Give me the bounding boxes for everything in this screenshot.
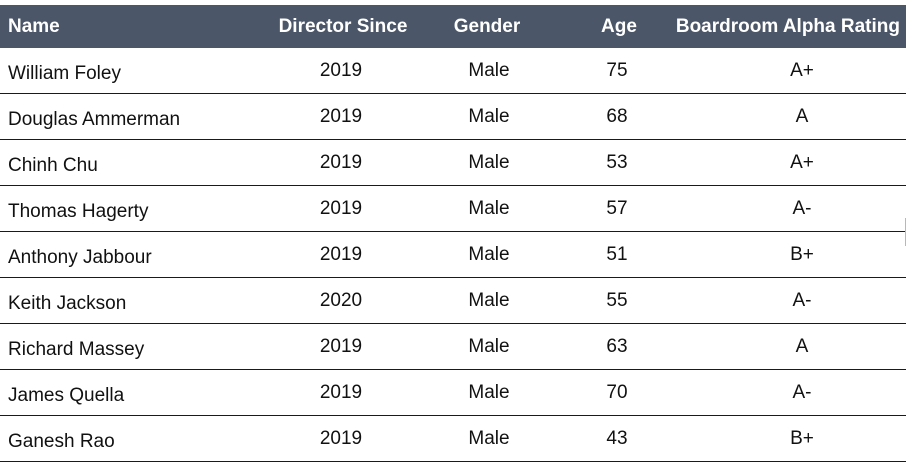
table-row: Chinh Chu 2019 Male 53 A+ bbox=[0, 139, 906, 186]
director-since: 2020 bbox=[232, 277, 418, 324]
director-rating: A- bbox=[658, 277, 906, 324]
director-rating: A- bbox=[658, 369, 906, 416]
director-since: 2019 bbox=[232, 231, 418, 278]
director-rating: A bbox=[658, 323, 906, 370]
board-directors-table: Name Director Since Gender Age Boardroom… bbox=[0, 5, 906, 462]
director-age: 51 bbox=[546, 231, 658, 278]
table-row: Richard Massey 2019 Male 63 A bbox=[0, 323, 906, 370]
table-row: James Quella 2019 Male 70 A- bbox=[0, 369, 906, 416]
director-since: 2019 bbox=[232, 323, 418, 370]
table-row: Keith Jackson 2020 Male 55 A- bbox=[0, 277, 906, 324]
director-gender: Male bbox=[418, 369, 546, 416]
director-gender: Male bbox=[418, 277, 546, 324]
table-row: Douglas Ammerman 2019 Male 68 A bbox=[0, 93, 906, 140]
table-body: William Foley 2019 Male 75 A+ Douglas Am… bbox=[0, 48, 906, 462]
director-name: Keith Jackson bbox=[0, 277, 232, 324]
director-gender: Male bbox=[418, 93, 546, 140]
director-name: Richard Massey bbox=[0, 323, 232, 370]
header-name: Name bbox=[0, 5, 232, 48]
director-gender: Male bbox=[418, 139, 546, 186]
director-name: James Quella bbox=[0, 369, 232, 416]
table-row: William Foley 2019 Male 75 A+ bbox=[0, 48, 906, 94]
director-name: Anthony Jabbour bbox=[0, 231, 232, 278]
director-age: 70 bbox=[546, 369, 658, 416]
director-rating: B+ bbox=[658, 415, 906, 462]
director-rating: A+ bbox=[658, 139, 906, 186]
table-row: Thomas Hagerty 2019 Male 57 A- bbox=[0, 185, 906, 232]
director-since: 2019 bbox=[232, 93, 418, 140]
director-age: 55 bbox=[546, 277, 658, 324]
director-name: Ganesh Rao bbox=[0, 415, 232, 462]
director-gender: Male bbox=[418, 323, 546, 370]
director-since: 2019 bbox=[232, 48, 418, 94]
director-gender: Male bbox=[418, 415, 546, 462]
director-name: Chinh Chu bbox=[0, 139, 232, 186]
header-boardroom-alpha-rating: Boardroom Alpha Rating bbox=[658, 5, 906, 48]
director-gender: Male bbox=[418, 231, 546, 278]
table-row: Ganesh Rao 2019 Male 43 B+ bbox=[0, 415, 906, 462]
table-header: Name Director Since Gender Age Boardroom… bbox=[0, 5, 906, 48]
director-age: 57 bbox=[546, 185, 658, 232]
director-rating: B+ bbox=[658, 231, 906, 278]
director-since: 2019 bbox=[232, 185, 418, 232]
director-age: 53 bbox=[546, 139, 658, 186]
director-age: 68 bbox=[546, 93, 658, 140]
director-name: Douglas Ammerman bbox=[0, 93, 232, 140]
header-row: Name Director Since Gender Age Boardroom… bbox=[0, 5, 906, 48]
header-gender: Gender bbox=[418, 5, 546, 48]
director-rating: A- bbox=[658, 185, 906, 232]
director-age: 75 bbox=[546, 48, 658, 94]
director-age: 43 bbox=[546, 415, 658, 462]
director-since: 2019 bbox=[232, 415, 418, 462]
director-rating: A bbox=[658, 93, 906, 140]
director-since: 2019 bbox=[232, 139, 418, 186]
table-row: Anthony Jabbour 2019 Male 51 B+ bbox=[0, 231, 906, 278]
director-name: Thomas Hagerty bbox=[0, 185, 232, 232]
director-gender: Male bbox=[418, 48, 546, 94]
header-director-since: Director Since bbox=[232, 5, 418, 48]
director-rating: A+ bbox=[658, 48, 906, 94]
header-age: Age bbox=[546, 5, 658, 48]
director-age: 63 bbox=[546, 323, 658, 370]
director-gender: Male bbox=[418, 185, 546, 232]
director-since: 2019 bbox=[232, 369, 418, 416]
director-name: William Foley bbox=[0, 48, 232, 94]
